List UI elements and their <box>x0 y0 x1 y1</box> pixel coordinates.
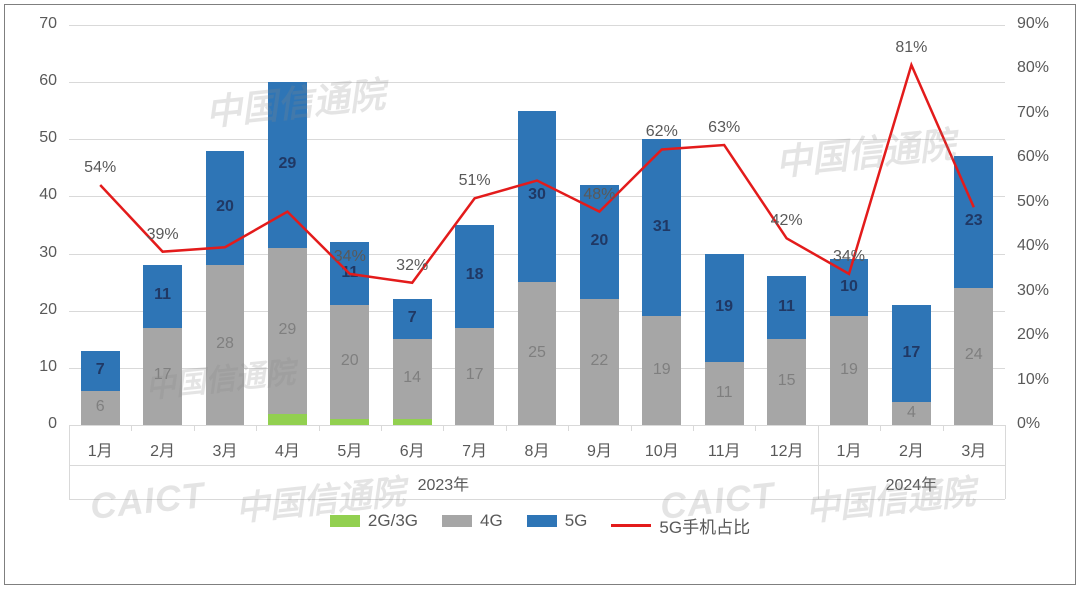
y-right-tick-label: 90% <box>1017 15 1049 33</box>
bar-s4g <box>642 316 681 425</box>
bar-s4g <box>143 328 182 425</box>
bar-s4g <box>393 339 432 419</box>
y-right-tick-label: 50% <box>1017 193 1049 211</box>
legend-item: 5G手机占比 <box>611 513 750 538</box>
legend-label: 5G手机占比 <box>659 513 750 538</box>
y-left-tick-label: 30 <box>5 244 57 262</box>
bar-s2g3g <box>330 419 369 425</box>
bar-s5g <box>642 139 681 316</box>
line-value-label: 51% <box>459 172 491 190</box>
legend-label: 4G <box>480 511 503 531</box>
line-value-label: 62% <box>646 123 678 141</box>
bar-s4g <box>767 339 806 425</box>
bar-s5g <box>206 151 245 265</box>
legend-label: 2G/3G <box>368 511 418 531</box>
bar-s5g <box>830 259 869 316</box>
bar-s4g <box>954 288 993 425</box>
bar-s5g <box>518 111 557 282</box>
x-tick-label: 6月 <box>400 437 425 461</box>
line-value-label: 32% <box>396 257 428 275</box>
x-tick-label: 3月 <box>961 437 986 461</box>
bar-s5g <box>892 305 931 402</box>
year-group-label: 2023年 <box>418 471 470 495</box>
legend-item: 2G/3G <box>330 511 418 531</box>
y-left-tick-label: 20 <box>5 301 57 319</box>
bar-s5g <box>767 276 806 339</box>
chart-frame: 0 10 20 30 40 50 60 70 0% 10% 20% 30% 40% 50% 60% 70% 80… <box>4 4 1076 585</box>
x-tick-label: 8月 <box>525 437 550 461</box>
bar-s2g3g <box>393 419 432 425</box>
y-right-tick-label: 40% <box>1017 237 1049 255</box>
x-tick-label: 12月 <box>770 437 804 461</box>
y-right-tick-label: 70% <box>1017 104 1049 122</box>
bar-s4g <box>455 328 494 425</box>
bar-s4g <box>705 362 744 425</box>
line-value-label: 54% <box>84 159 116 177</box>
x-tick-label: 5月 <box>337 437 362 461</box>
x-tick-label: 3月 <box>213 437 238 461</box>
bar-s4g <box>81 391 120 425</box>
line-value-label: 34% <box>334 248 366 266</box>
x-tick-label: 9月 <box>587 437 612 461</box>
y-right-tick-label: 20% <box>1017 326 1049 344</box>
y-right-tick-label: 10% <box>1017 371 1049 389</box>
y-right-tick-label: 80% <box>1017 59 1049 77</box>
bar-s5g <box>705 254 744 363</box>
bar-s5g <box>954 156 993 287</box>
y-left-tick-label: 60 <box>5 72 57 90</box>
y-right-tick-label: 60% <box>1017 148 1049 166</box>
bar-s5g <box>393 299 432 339</box>
line-value-label: 48% <box>583 186 615 204</box>
line-value-label: 42% <box>771 212 803 230</box>
bar-s4g <box>330 305 369 419</box>
bar-s5g <box>143 265 182 328</box>
year-group-label: 2024年 <box>886 471 938 495</box>
x-tick-label: 11月 <box>708 437 741 461</box>
line-value-label: 39% <box>147 226 179 244</box>
chart-canvas: 0 10 20 30 40 50 60 70 0% 10% 20% 30% 40% 50% 60% 70% 80… <box>5 5 1075 584</box>
legend-item: 4G <box>442 511 503 531</box>
bar-s4g <box>580 299 619 425</box>
x-tick-label: 10月 <box>645 437 679 461</box>
x-tick-label: 1月 <box>837 437 862 461</box>
bar-s5g <box>81 351 120 391</box>
x-tick-label: 7月 <box>462 437 487 461</box>
x-tick-label: 4月 <box>275 437 300 461</box>
bar-s4g <box>892 402 931 425</box>
legend-label: 5G <box>565 511 588 531</box>
y-left-tick-label: 0 <box>5 415 57 433</box>
y-left-tick-label: 50 <box>5 129 57 147</box>
bar-s4g <box>268 248 307 414</box>
y-left-tick-label: 70 <box>5 15 57 33</box>
line-value-label: 63% <box>708 119 740 137</box>
legend: 2G/3G 4G 5G 5G手机占比 <box>5 511 1075 538</box>
bar-s4g <box>518 282 557 425</box>
bar-s4g <box>830 316 869 425</box>
bar-s4g <box>206 265 245 425</box>
bar-s2g3g <box>268 414 307 425</box>
y-left-tick-label: 10 <box>5 358 57 376</box>
x-tick-label: 2月 <box>899 437 924 461</box>
watermark-cn: 中国信通院 <box>773 116 957 187</box>
bar-s5g <box>268 82 307 248</box>
x-tick-label: 2月 <box>150 437 175 461</box>
line-value-label: 34% <box>833 248 865 266</box>
line-value-label: 81% <box>895 39 927 57</box>
y-right-tick-label: 30% <box>1017 282 1049 300</box>
x-tick-label: 1月 <box>88 437 113 461</box>
legend-item: 5G <box>527 511 588 531</box>
y-right-tick-label: 0% <box>1017 415 1040 433</box>
y-left-tick-label: 40 <box>5 186 57 204</box>
bar-s5g <box>455 225 494 328</box>
